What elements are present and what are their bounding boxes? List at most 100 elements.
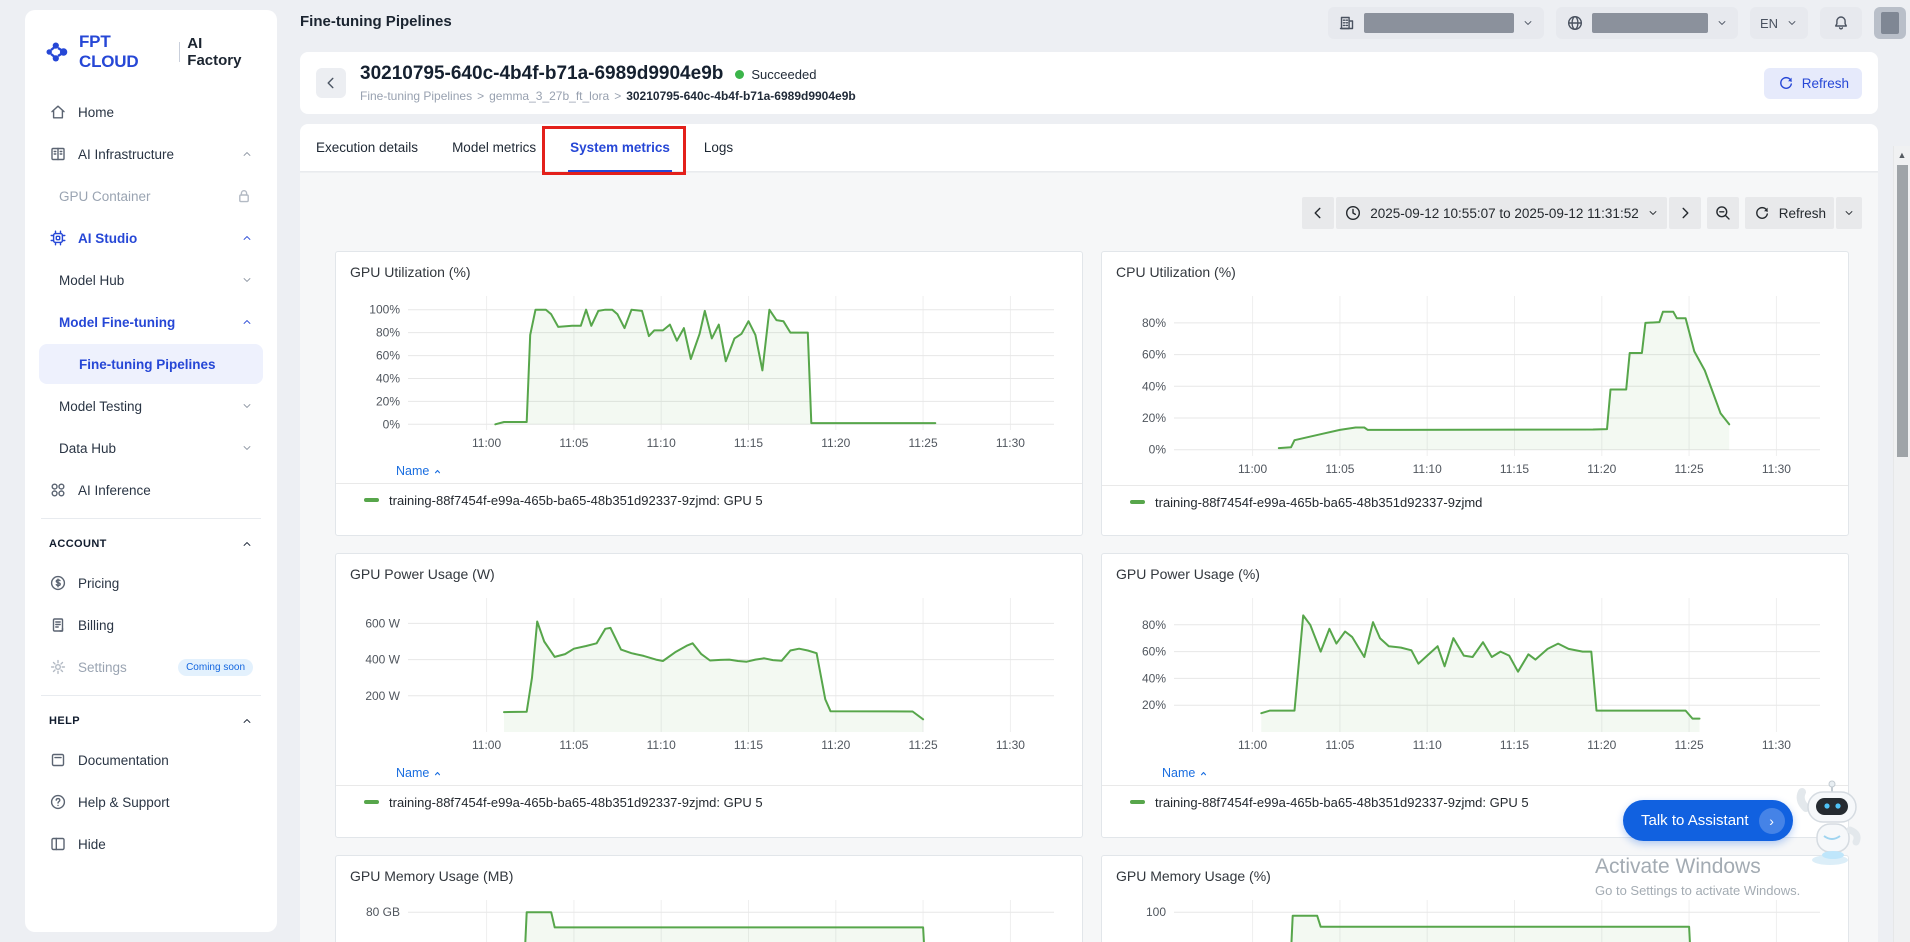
sidebar-item-help-support[interactable]: Help & Support (39, 782, 263, 822)
time-range-label: 2025-09-12 10:55:07 to 2025-09-12 11:31:… (1370, 205, 1639, 221)
talk-to-assistant-button[interactable]: Talk to Assistant › (1623, 800, 1793, 841)
refresh-icon (1753, 204, 1771, 222)
back-button[interactable] (316, 68, 346, 98)
chevron-down-icon (1647, 207, 1659, 219)
chevron-down-icon (1522, 17, 1534, 29)
svg-text:60%: 60% (1142, 645, 1166, 659)
legend-item[interactable]: training-88f7454f-e99a-465b-ba65-48b351d… (350, 484, 1068, 516)
region-selector-dropdown[interactable] (1555, 7, 1738, 39)
legend-sort-name[interactable]: Name (396, 459, 442, 483)
sidebar-item-label: Hide (78, 836, 106, 852)
sidebar-item-model-hub[interactable]: Model Hub (39, 260, 263, 300)
sidebar-item-documentation[interactable]: Documentation (39, 740, 263, 780)
svg-text:0%: 0% (1149, 443, 1167, 457)
time-shift-forward-button[interactable] (1668, 197, 1701, 229)
sidebar-item-ai-infrastructure[interactable]: AI Infrastructure (39, 134, 263, 174)
hide-icon (49, 835, 67, 853)
sidebar-item-label: Data Hub (59, 440, 117, 456)
chart-title: GPU Memory Usage (MB) (350, 868, 514, 884)
sidebar-item-pricing[interactable]: Pricing (39, 563, 263, 603)
bell-icon (1832, 14, 1850, 32)
sidebar-item-label: Settings (78, 659, 127, 675)
svg-text:60%: 60% (1142, 348, 1166, 362)
time-range-picker[interactable]: 2025-09-12 10:55:07 to 2025-09-12 11:31:… (1336, 197, 1667, 229)
inference-icon (49, 481, 67, 499)
chart-plot-gpu-utilization-[interactable]: 0% 20% 40% 60% 80% 100% 11:00 11:05 11:10 11:15 11… (350, 284, 1068, 454)
sidebar-item-data-hub[interactable]: Data Hub (39, 428, 263, 468)
svg-text:11:10: 11:10 (647, 436, 676, 450)
sidebar-section-help: HELP (39, 704, 263, 738)
sidebar-item-ai-studio[interactable]: AI Studio (39, 218, 263, 258)
sidebar-item-hide[interactable]: Hide (39, 824, 263, 864)
svg-text:0%: 0% (383, 417, 401, 431)
breadcrumb: Fine-tuning Pipelines > gemma_3_27b_ft_lor… (360, 89, 1764, 103)
chart-title: CPU Utilization (%) (1116, 264, 1236, 280)
scrollbar-thumb[interactable] (1897, 165, 1908, 457)
time-shift-back-button[interactable] (1302, 197, 1335, 229)
tab-execution-details[interactable]: Execution details (316, 140, 419, 155)
refresh-icon (1777, 74, 1795, 92)
notifications-button[interactable] (1820, 7, 1862, 39)
sidebar-item-fine-tuning-pipelines[interactable]: Fine-tuning Pipelines (39, 344, 263, 384)
svg-text:60%: 60% (376, 349, 400, 363)
legend-series-label: training-88f7454f-e99a-465b-ba65-48b351d… (1155, 494, 1483, 510)
breadcrumb-item[interactable]: Fine-tuning Pipelines (360, 89, 473, 103)
avatar[interactable] (1874, 7, 1906, 39)
sidebar-item-billing[interactable]: Billing (39, 605, 263, 645)
legend-item[interactable]: training-88f7454f-e99a-465b-ba65-48b351d… (350, 786, 1068, 818)
svg-text:11:25: 11:25 (909, 436, 938, 450)
zoom-out-button[interactable] (1706, 197, 1739, 229)
product-name: AI Factory (187, 35, 242, 69)
svg-text:11:10: 11:10 (647, 738, 676, 752)
legend-item[interactable]: training-88f7454f-e99a-465b-ba65-48b351d… (1116, 786, 1834, 818)
chart-title: GPU Power Usage (W) (350, 566, 495, 582)
legend-item[interactable]: training-88f7454f-e99a-465b-ba65-48b351d… (1116, 486, 1834, 518)
chevron-down-icon (241, 274, 253, 286)
coming-soon-badge: Coming soon (178, 658, 253, 676)
studio-icon (49, 229, 67, 247)
svg-text:11:05: 11:05 (559, 436, 588, 450)
language-dropdown[interactable]: EN (1749, 7, 1808, 39)
tab-system-metrics[interactable]: System metrics (568, 124, 672, 172)
sidebar-item-home[interactable]: Home (39, 92, 263, 132)
assistant-robot-mascot[interactable] (1790, 778, 1868, 871)
sidebar-item-label: Model Fine-tuning (59, 314, 176, 330)
chart-plot-cpu-utilization-[interactable]: 0% 20% 40% 60% 80% 11:00 11:05 11:10 11:15 11:20 1… (1116, 284, 1834, 480)
tab-model-metrics[interactable]: Model metrics (452, 140, 537, 155)
brand-logo[interactable]: FPT CLOUD AI Factory (39, 28, 263, 90)
page-refresh-button[interactable]: Refresh (1763, 67, 1862, 99)
sidebar-item-label: Help & Support (78, 794, 170, 810)
chart-plot-gpu-power-usage-[interactable]: 20% 40% 60% 80% 11:00 11:05 11:10 11:15 11:20 11:… (1116, 586, 1834, 756)
svg-text:11:00: 11:00 (1238, 462, 1267, 476)
home-icon (49, 103, 67, 121)
breadcrumb-item[interactable]: gemma_3_27b_ft_lora (489, 89, 610, 103)
svg-text:11:30: 11:30 (996, 738, 1025, 752)
scrollbar-up-arrow[interactable]: ▲ (1897, 149, 1907, 160)
sidebar-item-label: Model Hub (59, 272, 125, 288)
legend-sort-name[interactable]: Name (396, 761, 442, 785)
tab-logs[interactable]: Logs (703, 140, 734, 155)
sidebar-item-model-testing[interactable]: Model Testing (39, 386, 263, 426)
chart-card-gpu-memory-usage-mb-: GPU Memory Usage (MB) 80 GB11:0011:0511:1… (335, 855, 1083, 942)
svg-text:100: 100 (1146, 905, 1166, 919)
refresh-interval-dropdown[interactable] (1836, 197, 1862, 229)
legend-sort-name[interactable]: Name (1162, 761, 1208, 785)
chart-card-cpu-utilization-: CPU Utilization (%) 0% 20% 40% 60% 80% 11:00 11… (1101, 251, 1849, 536)
caret-up-icon (1199, 769, 1208, 778)
chevron-down-icon (1716, 17, 1728, 29)
sidebar-item-model-fine-tuning[interactable]: Model Fine-tuning (39, 302, 263, 342)
svg-text:11:05: 11:05 (1325, 462, 1354, 476)
pricing-icon (49, 574, 67, 592)
chevron-right-icon (1676, 204, 1694, 222)
svg-text:11:20: 11:20 (1587, 738, 1616, 752)
metrics-refresh-button[interactable]: Refresh (1744, 197, 1834, 229)
clock-icon (1344, 204, 1362, 222)
org-selector-dropdown[interactable] (1327, 7, 1544, 39)
svg-text:40%: 40% (1142, 671, 1166, 685)
chart-plot-gpu-power-usage-w-[interactable]: 200 W 400 W 600 W 11:00 11:05 11:10 11:15 11:20… (350, 586, 1068, 756)
chevron-up-icon (241, 316, 253, 328)
svg-text:11:00: 11:00 (472, 436, 501, 450)
sidebar-item-ai-inference[interactable]: AI Inference (39, 470, 263, 510)
